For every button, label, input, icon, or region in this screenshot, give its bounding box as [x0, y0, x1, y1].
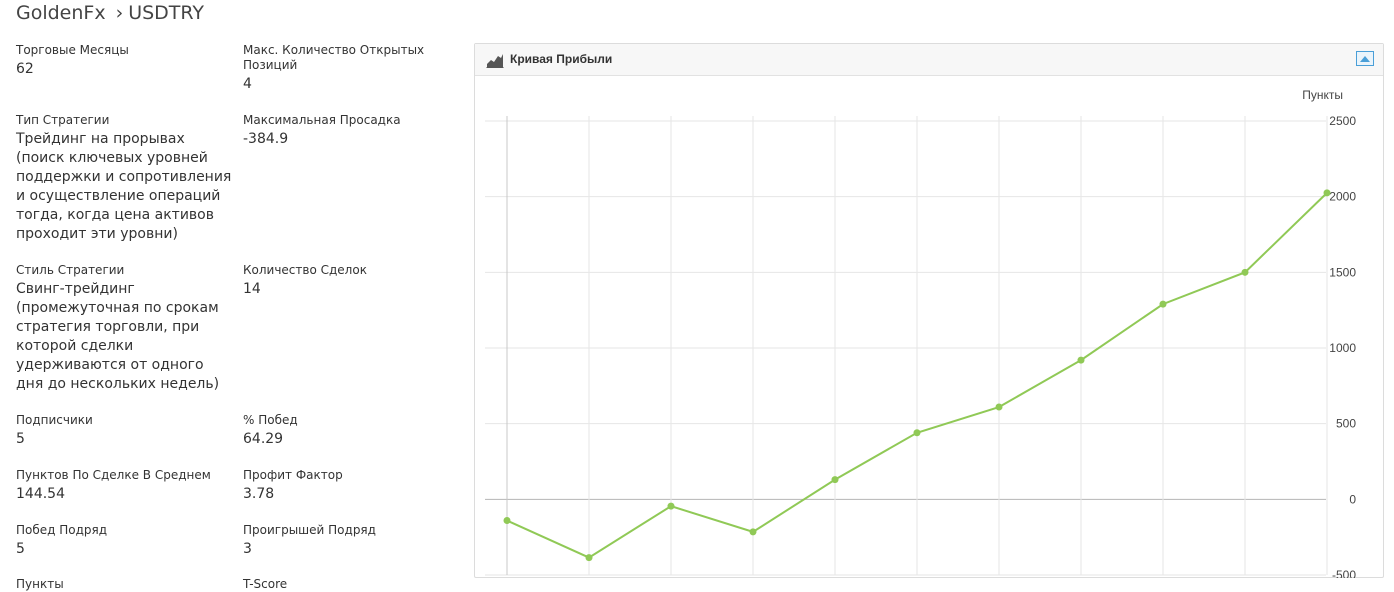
y-tick-label: 2500 [1329, 114, 1356, 128]
stat-label: Тип Стратегии [16, 113, 110, 127]
data-point [1323, 189, 1331, 197]
stat-value: 5 [16, 541, 25, 557]
data-point [1159, 300, 1167, 308]
stat-profit-factor: Профит Фактор 3.78 [243, 468, 461, 504]
data-point [585, 554, 593, 562]
data-point [1077, 356, 1085, 364]
stat-value: 3 [243, 541, 252, 557]
stat-label: Макс. Количество Открытых Позиций [243, 43, 425, 72]
stat-label: Торговые Месяцы [16, 43, 129, 57]
stat-pips: Пункты [16, 577, 234, 592]
stat-value: 14 [243, 281, 261, 297]
stat-trading-months: Торговые Месяцы 62 [16, 43, 234, 79]
data-point [913, 429, 921, 437]
stat-t-score: T-Score [243, 577, 461, 592]
stat-value: 62 [16, 61, 34, 77]
stat-value: 64.29 [243, 431, 284, 447]
data-point [749, 528, 757, 536]
stat-strategy-type: Тип Стратегии Трейдинг на прорывах (поис… [16, 113, 234, 244]
stat-label: Подписчики [16, 413, 93, 427]
breadcrumb-separator: › [115, 2, 124, 24]
stat-value: 5 [16, 431, 25, 447]
y-axis-title: Пункты [1302, 88, 1343, 102]
profit-curve-panel: Кривая Прибыли -500050010001500200025001… [474, 43, 1384, 578]
stat-label: Пункты [16, 577, 64, 591]
stat-label: Профит Фактор [243, 468, 343, 482]
stat-losses-in-row: Проигрышей Подряд 3 [243, 523, 461, 559]
stat-label: Проигрышей Подряд [243, 523, 376, 537]
y-tick-label: 500 [1336, 417, 1356, 431]
stat-label: Количество Сделок [243, 263, 367, 277]
stat-wins-in-row: Побед Подряд 5 [16, 523, 234, 559]
data-point [667, 502, 675, 510]
y-tick-label: 2000 [1329, 190, 1356, 204]
area-chart-icon [486, 54, 504, 68]
y-tick-label: -500 [1332, 568, 1356, 578]
stat-value: 144.54 [16, 486, 65, 502]
stat-value: Свинг-трейдинг (промежуточная по срокам … [16, 281, 220, 392]
panel-header: Кривая Прибыли [475, 44, 1383, 76]
stat-label: Пунктов По Сделке В Среднем [16, 468, 211, 482]
stat-label: Побед Подряд [16, 523, 108, 537]
stat-label: % Побед [243, 413, 298, 427]
data-point [995, 403, 1003, 411]
profit-chart: -5000500100015002000250012 Apr16 Apr18 A… [485, 88, 1356, 578]
panel-title: Кривая Прибыли [510, 52, 613, 66]
stat-subscribers: Подписчики 5 [16, 413, 234, 449]
stat-max-drawdown: Максимальная Просадка -384.9 [243, 113, 461, 149]
y-tick-label: 1000 [1329, 341, 1356, 355]
stat-label: Максимальная Просадка [243, 113, 401, 127]
stat-win-percent: % Побед 64.29 [243, 413, 461, 449]
data-point [1241, 268, 1249, 276]
stat-strategy-style: Стиль Стратегии Свинг-трейдинг (промежут… [16, 263, 234, 394]
stat-value: Трейдинг на прорывах (поиск ключевых уро… [16, 131, 232, 242]
provider-name: GoldenFx [16, 2, 106, 24]
data-point [503, 517, 511, 525]
stat-trade-count: Количество Сделок 14 [243, 263, 461, 299]
y-tick-label: 0 [1349, 492, 1356, 506]
stat-value: 4 [243, 76, 252, 92]
y-tick-label: 1500 [1329, 265, 1356, 279]
stat-avg-pips-per-trade: Пунктов По Сделке В Среднем 144.54 [16, 468, 234, 504]
stat-label: T-Score [243, 577, 288, 591]
collapse-panel-icon[interactable] [1356, 51, 1374, 66]
stat-value: -384.9 [243, 131, 289, 147]
stat-label: Стиль Стратегии [16, 263, 125, 277]
stat-value: 3.78 [243, 486, 275, 502]
instrument-name: USDTRY [128, 2, 204, 24]
data-point [831, 476, 839, 484]
stat-max-open-positions: Макс. Количество Открытых Позиций 4 [243, 43, 461, 94]
page-title: GoldenFx › USDTRY [16, 2, 204, 24]
